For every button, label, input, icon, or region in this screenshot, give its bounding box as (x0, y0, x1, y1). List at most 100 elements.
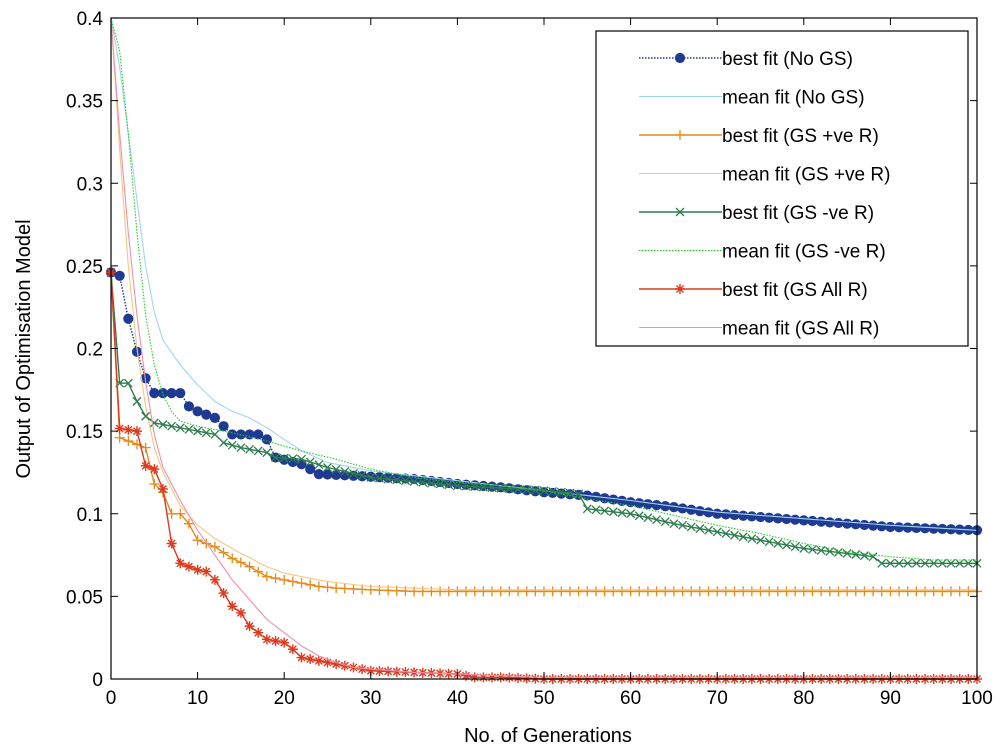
data-point-2-28 (348, 583, 359, 594)
data-point-2-85 (842, 586, 853, 597)
data-point-6-11 (201, 566, 212, 577)
data-point-2-23 (305, 579, 316, 590)
data-point-4-12 (210, 429, 220, 439)
data-point-0-83 (824, 517, 835, 528)
data-point-6-29 (357, 664, 368, 675)
data-point-0-66 (677, 503, 688, 514)
data-point-6-42 (469, 672, 480, 683)
data-point-4-86 (851, 550, 861, 559)
data-point-4-25 (323, 463, 332, 472)
data-point-4-66 (678, 520, 688, 530)
data-point-2-96 (937, 586, 948, 597)
x-tick-label-8: 80 (793, 688, 814, 709)
data-point-4-28 (349, 468, 358, 478)
data-point-2-49 (530, 586, 541, 597)
data-point-2-98 (954, 586, 965, 597)
data-point-2-26 (331, 583, 342, 594)
data-point-4-99 (963, 558, 973, 568)
data-point-0-85 (842, 518, 853, 529)
data-point-6-12 (209, 574, 220, 585)
data-point-0-7 (166, 388, 177, 399)
data-point-4-4 (141, 411, 151, 421)
data-point-0-31 (374, 472, 385, 483)
data-point-2-63 (651, 586, 662, 597)
y-tick-label-0: 0 (92, 670, 103, 691)
data-point-0-75 (755, 511, 766, 523)
data-point-2-24 (313, 581, 324, 592)
data-point-0-62 (642, 499, 654, 510)
data-point-6-15 (235, 607, 246, 618)
data-point-2-45 (495, 586, 506, 597)
data-point-2-79 (790, 586, 801, 597)
data-point-4-18 (262, 448, 272, 458)
data-point-2-10 (192, 535, 203, 546)
data-point-2-47 (513, 586, 524, 597)
legend-marker-0 (674, 52, 686, 64)
data-point-2-12 (209, 541, 220, 552)
data-point-6-46 (504, 672, 515, 683)
legend-label-1: mean fit (No GS) (722, 88, 865, 109)
data-point-4-38 (435, 479, 445, 489)
data-point-6-5 (149, 464, 160, 475)
data-point-4-77 (773, 539, 783, 548)
x-tick-label-7: 70 (707, 688, 728, 709)
data-point-4-27 (340, 466, 350, 476)
data-point-6-27 (339, 660, 350, 671)
data-point-6-14 (227, 601, 238, 612)
data-point-0-18 (261, 434, 272, 445)
data-point-6-13 (218, 588, 229, 599)
data-point-2-18 (261, 571, 272, 582)
data-point-2-99 (963, 586, 974, 597)
data-point-4-96 (937, 558, 947, 568)
data-point-2-27 (339, 583, 350, 594)
data-point-4-85 (842, 548, 852, 558)
data-point-4-67 (686, 522, 696, 532)
data-point-2-13 (218, 547, 229, 558)
data-point-0-59 (616, 495, 628, 506)
data-point-4-76 (764, 537, 774, 547)
data-point-2-84 (833, 586, 844, 597)
data-point-2-50 (539, 586, 549, 597)
y-tick-label-7: 0.35 (66, 92, 103, 113)
data-point-4-36 (418, 477, 428, 487)
data-point-4-93 (911, 558, 921, 568)
data-point-0-86 (850, 519, 861, 530)
data-point-0-77 (772, 513, 783, 524)
data-point-2-48 (521, 586, 532, 597)
data-point-0-82 (816, 516, 827, 527)
data-point-6-18 (261, 634, 272, 645)
data-point-4-19 (271, 453, 280, 463)
legend-marker-6 (675, 284, 685, 294)
data-point-0-9 (183, 401, 195, 412)
data-point-2-17 (253, 566, 264, 577)
data-point-4-80 (799, 543, 809, 553)
data-point-2-62 (642, 586, 653, 597)
y-tick-label-8: 0.4 (77, 9, 104, 30)
legend-label-2: best fit (GS +ve R) (722, 126, 879, 147)
data-point-0-6 (157, 388, 169, 399)
data-point-4-91 (894, 558, 904, 568)
x-axis-label: No. of Generations (464, 725, 632, 747)
legend-label-3: mean fit (GS +ve R) (722, 165, 890, 186)
data-point-4-79 (790, 542, 800, 552)
data-point-0-2 (123, 313, 134, 324)
x-tick-label-6: 60 (620, 688, 641, 709)
data-point-4-8 (175, 423, 185, 433)
data-point-2-92 (902, 586, 913, 597)
data-point-4-92 (903, 558, 913, 568)
data-point-6-19 (270, 635, 281, 646)
data-point-4-98 (955, 558, 965, 568)
data-point-6-8 (175, 558, 186, 569)
data-point-0-13 (218, 421, 229, 432)
data-point-4-31 (375, 473, 384, 483)
data-point-0-11 (201, 409, 212, 420)
data-point-2-43 (478, 586, 489, 597)
data-point-4-74 (747, 534, 757, 543)
data-point-0-5 (149, 388, 160, 399)
data-point-2-38 (435, 586, 446, 597)
series-line-5 (110, 17, 977, 561)
data-point-6-1 (114, 423, 125, 434)
legend-marker-2 (675, 130, 685, 140)
data-point-4-89 (877, 558, 887, 568)
legend-label-7: mean fit (GS All R) (722, 319, 879, 340)
